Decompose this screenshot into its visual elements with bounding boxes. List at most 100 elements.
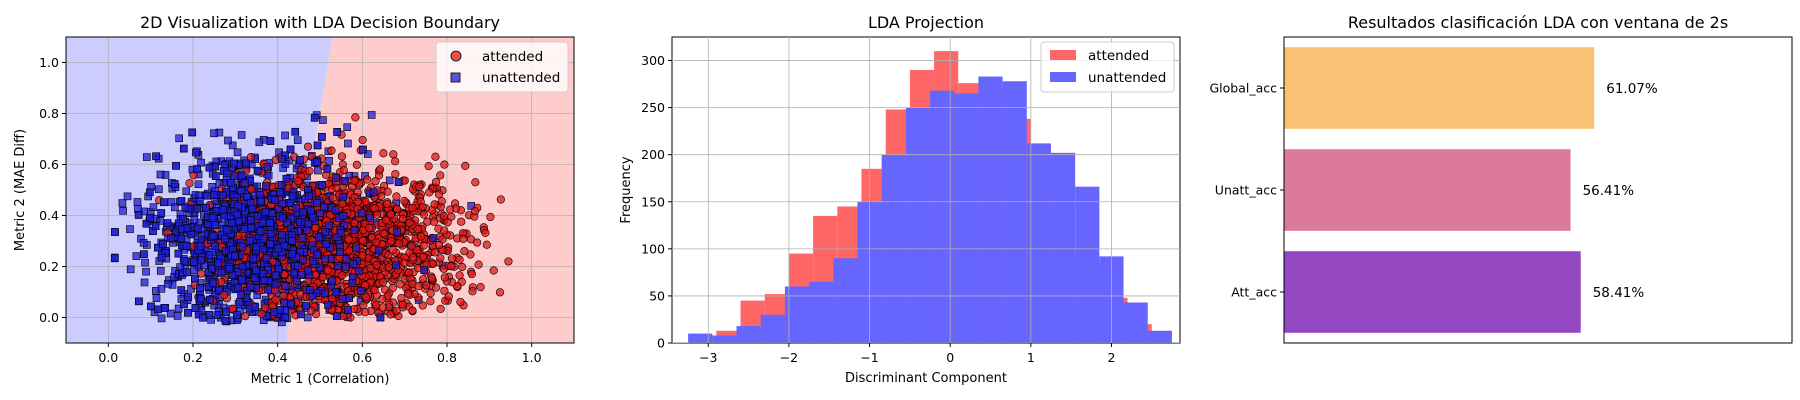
unattended-hist-bar [809, 281, 834, 343]
unattended-point [257, 197, 265, 205]
legend-attended-label: attended [482, 49, 543, 65]
attended-point [378, 278, 388, 287]
unattended-point [171, 203, 179, 212]
attended-point [474, 260, 483, 269]
attended-point [458, 262, 467, 272]
attended-point [350, 218, 359, 228]
scatter-x-tick-label: 0.0 [98, 350, 118, 365]
unattended-point [173, 312, 182, 320]
unattended-point [247, 224, 256, 232]
unattended-point [174, 249, 183, 258]
unattended-point [166, 309, 175, 318]
unattended-point [309, 257, 317, 266]
attended-point [436, 254, 445, 263]
unattended-point [344, 139, 352, 148]
hist-y-tick-label: 300 [641, 53, 665, 68]
attended-point [504, 257, 513, 266]
scatter-legend-frame [435, 41, 569, 93]
unattended-point [241, 179, 249, 187]
unattended-point [336, 248, 344, 256]
unattended-point [237, 131, 246, 139]
scatter-x-label: Metric 1 (Correlation) [251, 372, 390, 387]
hist-y-tick-label: 100 [641, 241, 665, 256]
unattended-point [191, 304, 200, 312]
scatter-legend: attended unattended [435, 41, 569, 93]
unattended-point [208, 264, 216, 273]
unattended-point [206, 295, 214, 304]
attended-point [459, 234, 468, 243]
attended-point [247, 185, 256, 194]
unattended-point [214, 259, 223, 267]
unattended-point [251, 303, 260, 312]
unattended-point [123, 192, 132, 201]
unattended-point [188, 128, 197, 137]
attended-point [384, 251, 393, 260]
unattended-point [146, 214, 154, 222]
attended-point [440, 226, 449, 235]
unattended-point [242, 159, 250, 168]
attended-point [418, 202, 427, 212]
unattended-point [237, 187, 246, 195]
unattended-point [331, 288, 340, 297]
unattended-point [237, 171, 246, 180]
unattended-hist-bar [1050, 152, 1076, 343]
unattended-point [240, 225, 249, 233]
unattended-point [303, 266, 312, 275]
unattended-point [348, 279, 357, 287]
unattended-point [268, 209, 276, 217]
unattended-point [291, 127, 300, 136]
unattended-point [313, 158, 321, 167]
unattended-point [288, 192, 297, 201]
attended-point [422, 281, 431, 290]
unattended-point [350, 226, 359, 235]
unattended-hist-bar [712, 335, 737, 343]
attended-point [426, 297, 435, 306]
unattended-point [278, 155, 286, 164]
unattended-point [278, 231, 286, 239]
unattended-point [230, 172, 239, 181]
attended-point [365, 223, 374, 233]
unattended-point [210, 129, 218, 138]
unattended-point [187, 230, 196, 239]
attended-point [219, 290, 228, 300]
scatter-x-tick-label: 1.0 [522, 350, 542, 365]
unattended-point [292, 203, 301, 212]
unattended-point [273, 244, 282, 253]
attended-point [443, 218, 452, 227]
unattended-point [215, 286, 224, 294]
unattended-point [222, 169, 231, 178]
unattended-point [264, 285, 272, 294]
scatter-y-tick-label: 0.8 [39, 106, 59, 121]
accuracy-value-label: 56.41% [1583, 183, 1635, 199]
unattended-point [293, 277, 301, 285]
unattended-point [318, 181, 326, 189]
attended-point [403, 289, 413, 298]
attended-point [359, 301, 368, 310]
unattended-point [336, 228, 345, 237]
attended-point [447, 254, 457, 263]
unattended-point [126, 265, 135, 274]
unattended-hist-bar [1075, 186, 1100, 343]
attended-point [398, 214, 407, 224]
attended-point [412, 245, 422, 255]
unattended-point [182, 187, 191, 196]
unattended-point [237, 290, 245, 299]
histogram-panel: −3 −2 −1 0 1 2 0 50 100 150 200 250 300 LDA Project… [619, 13, 1181, 386]
attended-point [432, 283, 441, 292]
unattended-point [218, 191, 227, 200]
unattended-point [294, 262, 302, 270]
unattended-point [363, 150, 372, 158]
unattended-point [297, 271, 306, 279]
unattended-point [140, 250, 148, 259]
unattended-point [394, 178, 403, 186]
unattended-point [152, 294, 161, 303]
unattended-point [155, 185, 163, 194]
accuracy-bar-global-acc [1284, 47, 1595, 129]
unattended-point [349, 260, 358, 268]
unattended-point [156, 267, 165, 275]
unattended-point [196, 284, 204, 292]
unattended-point [222, 225, 231, 234]
unattended-point [183, 268, 191, 277]
attended-point [383, 187, 392, 196]
unattended-point [190, 258, 198, 266]
